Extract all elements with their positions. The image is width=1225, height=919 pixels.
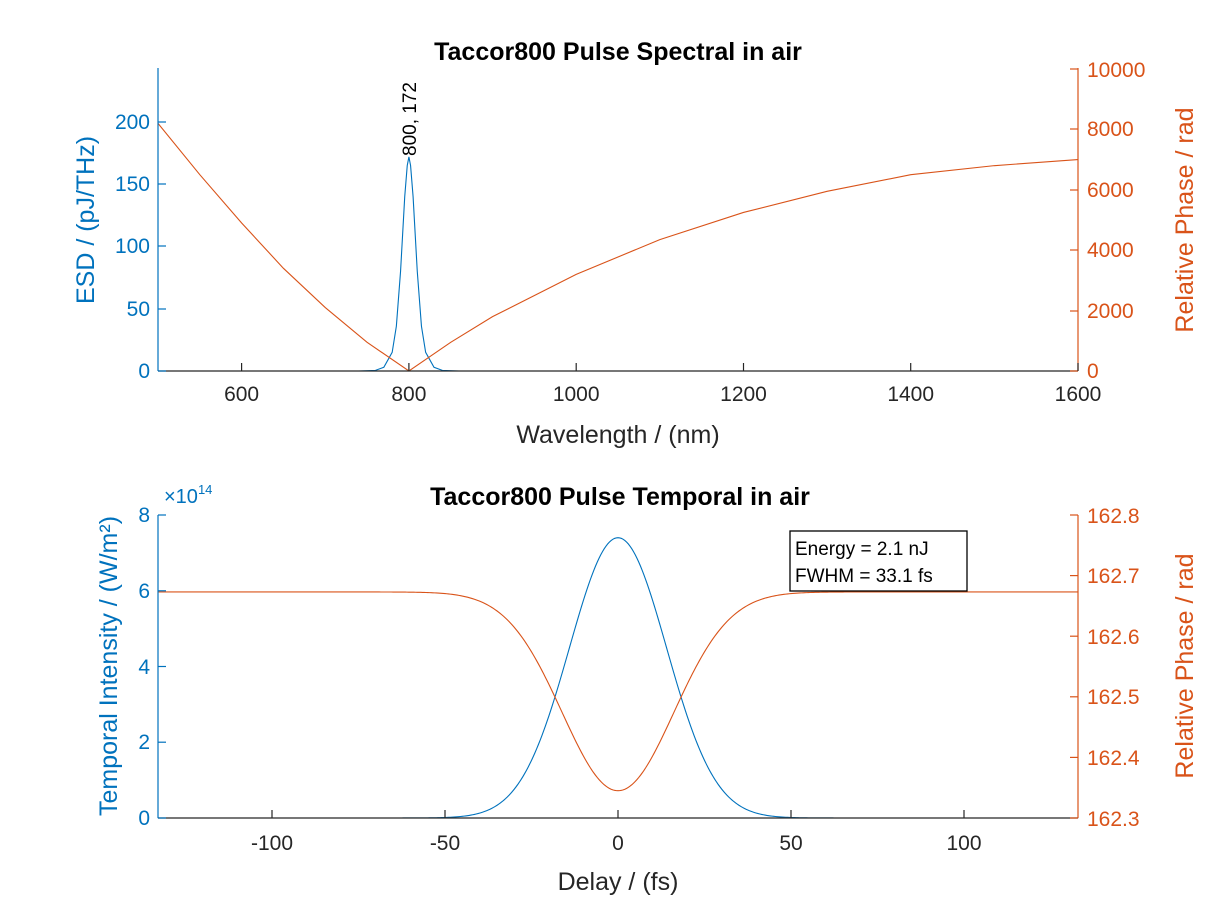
tick-label: 8 xyxy=(138,504,150,527)
tick-label: 200 xyxy=(115,111,150,134)
annotation-frame xyxy=(789,530,968,592)
tick-label: 800 xyxy=(391,383,426,406)
tick-label: 162.6 xyxy=(1087,626,1140,649)
spectral-left-y-label: ESD / (pJ/THz) xyxy=(72,136,100,304)
tick-label: 10000 xyxy=(1087,59,1145,82)
spectral-right-y-label: Relative Phase / rad xyxy=(1171,107,1199,332)
temporal-phase-series-line xyxy=(157,591,1079,792)
temporal-left-y-label: Temporal Intensity / (W/m²) xyxy=(95,516,123,816)
spectral-x-label: Wavelength / (nm) xyxy=(516,421,719,449)
tick-label: 1400 xyxy=(887,383,934,406)
tick-label: 50 xyxy=(779,832,802,855)
tick-label: 0 xyxy=(138,807,150,830)
esd-series-line xyxy=(158,156,1078,372)
tick-label: -50 xyxy=(430,832,460,855)
peak-data-label: 800, 172 xyxy=(400,82,421,156)
tick-label: 600 xyxy=(224,383,259,406)
tick-label: 50 xyxy=(127,298,150,321)
tick-label: 0 xyxy=(1087,360,1099,383)
tick-label: 0 xyxy=(612,832,624,855)
tick-label: 162.4 xyxy=(1087,747,1140,770)
spectral-left-ticks: 0 50 100 150 200 xyxy=(115,111,166,383)
temporal-plot: Taccor800 Pulse Temporal in air 0 2 4 6 … xyxy=(95,482,1199,896)
tick-label: 4 xyxy=(138,656,150,679)
temporal-left-ticks: 0 2 4 6 8 ×1014 xyxy=(138,482,212,830)
spectral-phase-series-line xyxy=(157,123,1079,372)
tick-label: 8000 xyxy=(1087,118,1134,141)
spectral-right-ticks: 0 2000 4000 6000 8000 10000 xyxy=(1070,59,1145,383)
annotation-energy: Energy = 2.1 nJ xyxy=(795,539,929,560)
tick-label: 6000 xyxy=(1087,179,1134,202)
tick-label: 4000 xyxy=(1087,239,1134,262)
tick-label: 162.7 xyxy=(1087,565,1140,588)
tick-label: 162.3 xyxy=(1087,808,1140,831)
temporal-right-ticks: 162.3 162.4 162.5 162.6 162.7 162.8 xyxy=(1070,505,1140,831)
spectral-axes xyxy=(157,68,1079,372)
tick-label: 1000 xyxy=(553,383,600,406)
tick-label: 162.5 xyxy=(1087,686,1140,709)
tick-label: 0 xyxy=(138,360,150,383)
spectral-title: Taccor800 Pulse Spectral in air xyxy=(434,38,802,66)
tick-label: 2 xyxy=(138,731,150,754)
temporal-x-ticks: -100 -50 0 50 100 xyxy=(251,810,982,855)
temporal-title: Taccor800 Pulse Temporal in air xyxy=(430,483,810,511)
tick-label: 2000 xyxy=(1087,300,1134,323)
tick-label: -100 xyxy=(251,832,293,855)
spectral-plot: Taccor800 Pulse Spectral in air 0 50 100… xyxy=(72,38,1199,449)
tick-label: 100 xyxy=(115,235,150,258)
left-axis-exponent: ×1014 xyxy=(164,482,212,508)
tick-label: 162.8 xyxy=(1087,505,1140,528)
tick-label: 6 xyxy=(138,580,150,603)
spectral-x-ticks: 600 800 1000 1200 1400 1600 xyxy=(224,363,1101,406)
annotation-fwhm: FWHM = 33.1 fs xyxy=(795,566,933,587)
spectral-series xyxy=(157,123,1079,372)
annotation-box: Energy = 2.1 nJ FWHM = 33.1 fs xyxy=(789,530,968,592)
tick-label: 150 xyxy=(115,173,150,196)
tick-label: 100 xyxy=(946,832,981,855)
tick-label: 1200 xyxy=(720,383,767,406)
temporal-x-label: Delay / (fs) xyxy=(558,868,679,896)
tick-label: 1600 xyxy=(1055,383,1102,406)
temporal-right-y-label: Relative Phase / rad xyxy=(1171,553,1199,778)
